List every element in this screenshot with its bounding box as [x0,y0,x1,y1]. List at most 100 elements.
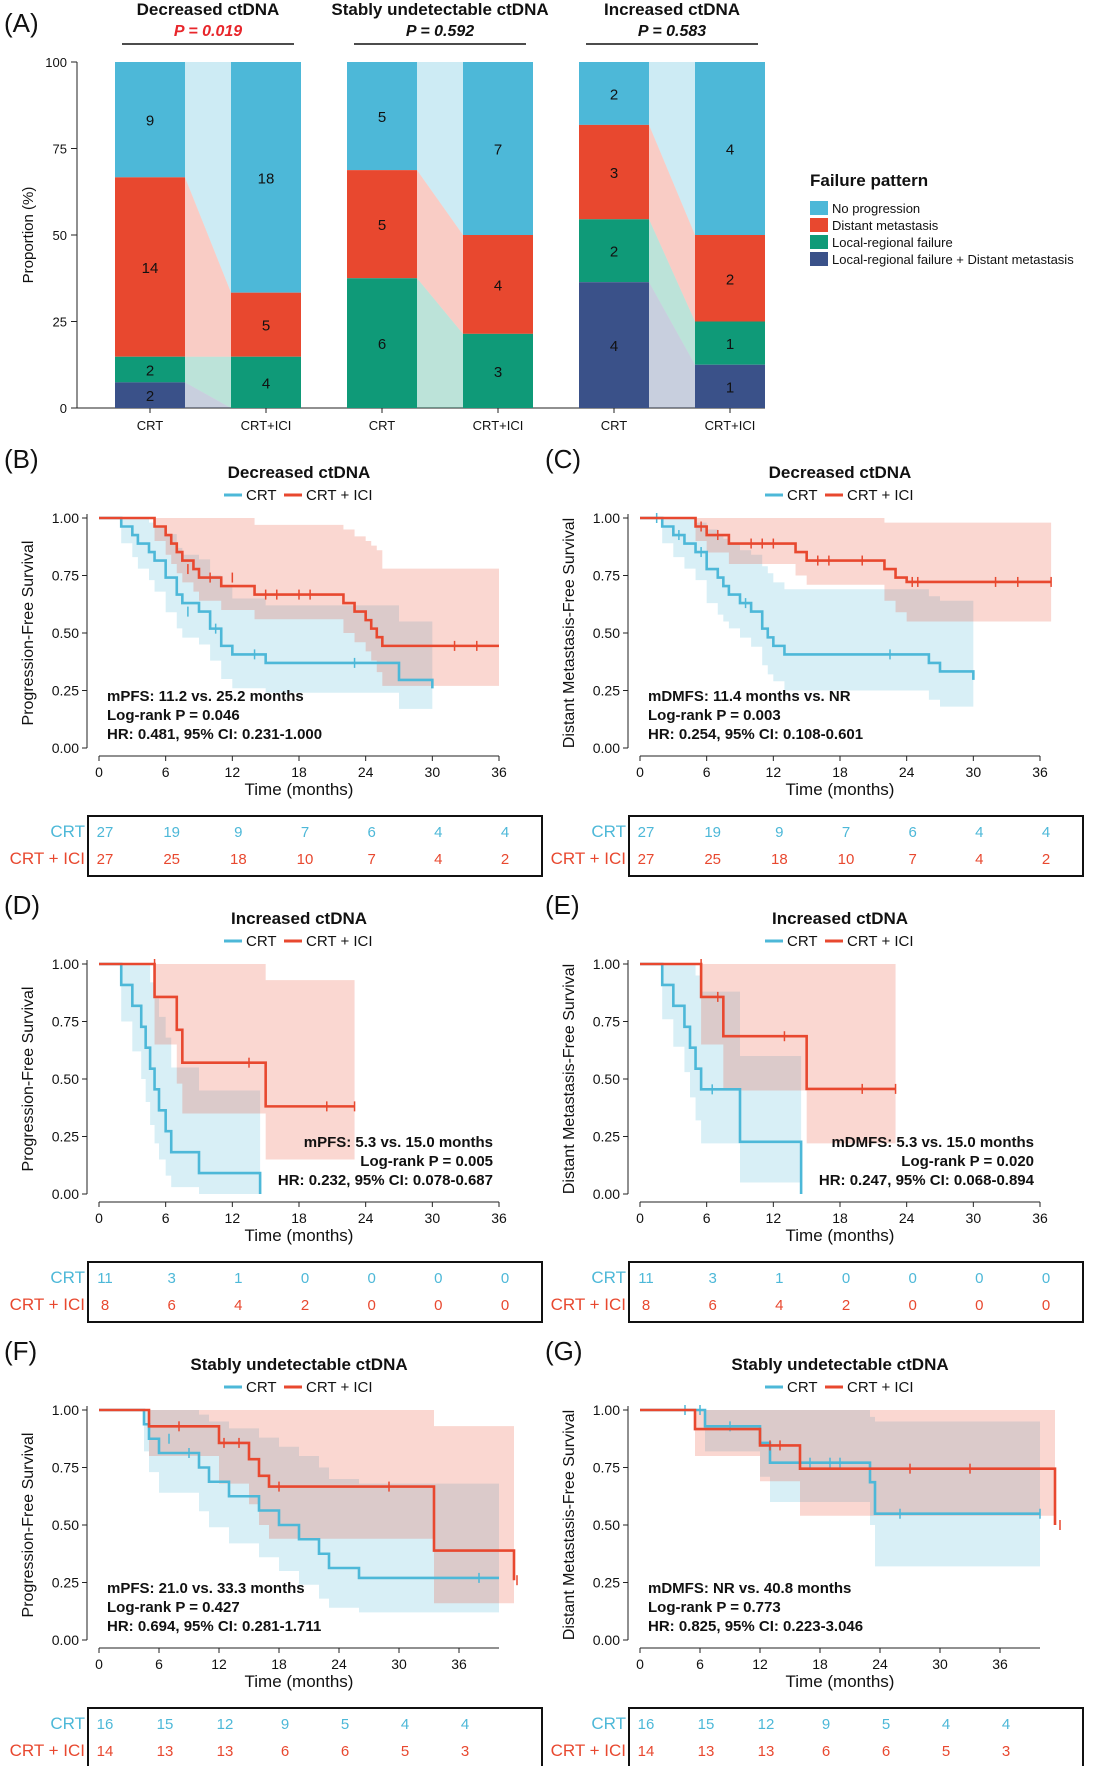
risk-row-label: CRT [50,1714,85,1733]
bar-segment-count: 4 [494,277,502,294]
risk-count: 6 [341,1743,349,1760]
km-panel-c: (C) Decreased ctDNA CRT CRT + ICI 0.00 0.25 0.… [545,444,1084,877]
x-axis-label: Time (months) [786,1672,895,1691]
risk-count: 11 [97,1270,113,1287]
x-tick-label: 30 [966,1210,982,1226]
risk-count: 4 [434,824,442,841]
flow-band [185,62,231,293]
x-tick-label: 0 [636,1656,644,1672]
legend-title-a: Failure pattern [810,171,928,190]
stat-annotation: HR: 0.481, 95% CI: 0.231-1.000 [107,726,322,743]
x-tick-label: 24 [358,1210,374,1226]
x-tick-label: 30 [966,764,982,780]
y-tick-label-a: 100 [45,55,67,70]
flow-band [417,170,463,334]
risk-count: 0 [501,1297,509,1314]
risk-count: 9 [822,1716,830,1733]
y-tick-label: 0.50 [52,625,79,641]
bar-segment-count: 9 [146,113,154,130]
stat-annotation: Log-rank P = 0.773 [648,1599,781,1616]
x-axis-label: Time (months) [245,1672,354,1691]
risk-count: 16 [97,1716,114,1733]
y-tick-label: 0.00 [593,1632,620,1648]
x-tick-label: 12 [766,764,782,780]
x-tick-label: 12 [225,1210,241,1226]
risk-table-box [628,1261,1084,1323]
risk-count: 4 [942,1716,950,1733]
bar-segment-count: 5 [378,109,386,126]
y-tick-label: 0.25 [52,683,79,699]
bar-segment-count: 6 [378,336,386,353]
stat-annotation: Log-rank P = 0.046 [107,707,240,724]
y-axis-label-a: Proportion (%) [20,187,37,284]
km-panel-f: (F) Stably undetectable ctDNA CRT CRT + ICI… [4,1336,543,1766]
risk-count: 1 [775,1270,783,1287]
panel-label: (B) [4,444,39,474]
km-curve-crt [99,962,262,1194]
risk-count: 7 [301,824,309,841]
risk-count: 6 [822,1743,830,1760]
legend-item-a: Local-regional failure + Distant metasta… [832,252,1074,267]
x-tick-label: 0 [95,764,103,780]
x-tick-label: 12 [766,1210,782,1226]
legend-label-crt: CRT [246,487,277,504]
legend-item-a: Local-regional failure [832,235,953,250]
stat-annotation: Log-rank P = 0.005 [360,1153,493,1170]
risk-count: 0 [501,1270,509,1287]
bar-segment-count: 2 [610,86,618,103]
y-tick-label-a: 0 [60,401,67,416]
risk-count: 4 [975,824,983,841]
y-tick-label: 0.25 [52,1129,79,1145]
stat-annotation: Log-rank P = 0.003 [648,707,781,724]
y-tick-label: 1.00 [593,510,620,526]
bar-segment-count: 7 [494,142,502,159]
group-title: Stably undetectable ctDNA [331,0,548,19]
risk-count: 1 [234,1270,242,1287]
legend-label-crt: CRT [787,933,818,950]
risk-row-label: CRT [591,1714,626,1733]
risk-row-label: CRT + ICI [551,849,626,868]
risk-count: 4 [501,824,509,841]
x-tick-label: 36 [1032,764,1048,780]
legend-swatch-a [810,201,828,215]
panel-title: Stably undetectable ctDNA [190,1355,407,1374]
bar-segment-count: 4 [262,375,270,392]
bar-segment-count: 2 [146,363,154,380]
bar-label: CRT+ICI [705,418,756,433]
y-tick-label-a: 50 [53,228,67,243]
risk-table-box [87,1261,543,1323]
panel-title: Decreased ctDNA [769,463,912,482]
x-axis-label: Time (months) [786,1226,895,1245]
km-curve-crt [640,1408,1040,1516]
risk-count: 0 [301,1270,309,1287]
stat-annotation: mDMFS: 5.3 vs. 15.0 months [831,1134,1034,1151]
risk-count: 6 [882,1743,890,1760]
risk-count: 16 [638,1716,655,1733]
y-tick-label: 0.75 [593,1014,620,1030]
panel-label: (G) [545,1336,583,1366]
km-curve-crt [640,516,975,680]
risk-count: 5 [401,1743,409,1760]
y-axis-label: Distant Metastasis-Free Survival [561,964,578,1194]
bar-segment [115,62,185,178]
x-tick-label: 24 [899,1210,915,1226]
panel-title: Increased ctDNA [772,909,908,928]
risk-row-label: CRT + ICI [10,1295,85,1314]
risk-count: 18 [771,851,788,868]
x-tick-label: 18 [812,1656,828,1672]
risk-count: 0 [975,1270,983,1287]
bar-segment-count: 4 [726,142,734,159]
x-tick-label: 24 [331,1656,347,1672]
risk-count: 5 [882,1716,890,1733]
panel-label-a: (A) [4,8,39,38]
km-curve-ici [640,516,1052,584]
y-tick-label: 0.25 [593,1575,620,1591]
km-curve-crt [99,516,434,689]
stat-annotation: HR: 0.825, 95% CI: 0.223-3.046 [648,1618,863,1635]
risk-row-label: CRT [591,1268,626,1287]
bar-segment [463,62,533,235]
stat-annotation: mPFS: 11.2 vs. 25.2 months [107,688,304,705]
y-axis-label: Progression-Free Survival [20,1433,37,1618]
panel-label: (E) [545,890,580,920]
